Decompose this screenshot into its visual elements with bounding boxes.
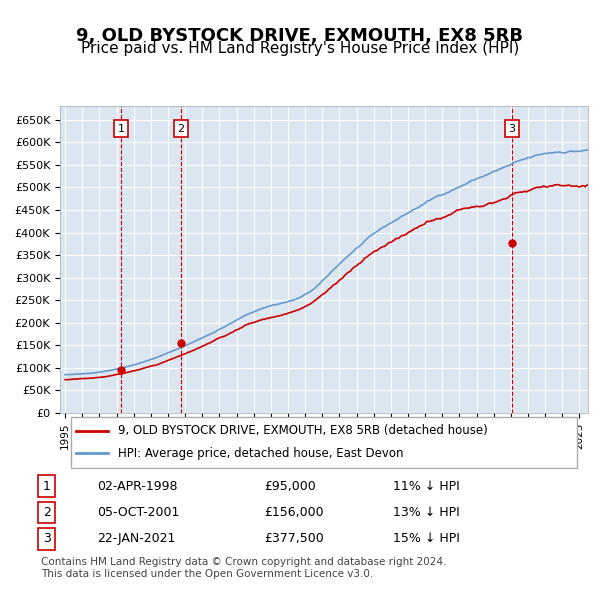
Text: 1: 1 bbox=[118, 124, 124, 134]
Text: Contains HM Land Registry data © Crown copyright and database right 2024.
This d: Contains HM Land Registry data © Crown c… bbox=[41, 557, 446, 579]
Text: HPI: Average price, detached house, East Devon: HPI: Average price, detached house, East… bbox=[118, 447, 404, 460]
Text: 22-JAN-2021: 22-JAN-2021 bbox=[97, 532, 175, 545]
Text: 13% ↓ HPI: 13% ↓ HPI bbox=[392, 506, 460, 519]
Text: 9, OLD BYSTOCK DRIVE, EXMOUTH, EX8 5RB: 9, OLD BYSTOCK DRIVE, EXMOUTH, EX8 5RB bbox=[77, 27, 523, 45]
Text: 11% ↓ HPI: 11% ↓ HPI bbox=[392, 480, 460, 493]
Text: 2: 2 bbox=[43, 506, 50, 519]
Text: Price paid vs. HM Land Registry's House Price Index (HPI): Price paid vs. HM Land Registry's House … bbox=[81, 41, 519, 56]
Text: 9, OLD BYSTOCK DRIVE, EXMOUTH, EX8 5RB (detached house): 9, OLD BYSTOCK DRIVE, EXMOUTH, EX8 5RB (… bbox=[118, 424, 488, 437]
Text: 3: 3 bbox=[508, 124, 515, 134]
Text: 02-APR-1998: 02-APR-1998 bbox=[97, 480, 178, 493]
Text: £156,000: £156,000 bbox=[265, 506, 324, 519]
Text: £377,500: £377,500 bbox=[265, 532, 324, 545]
Text: 2: 2 bbox=[178, 124, 185, 134]
FancyBboxPatch shape bbox=[71, 417, 577, 468]
Text: 05-OCT-2001: 05-OCT-2001 bbox=[97, 506, 179, 519]
Text: 1: 1 bbox=[43, 480, 50, 493]
Text: £95,000: £95,000 bbox=[265, 480, 316, 493]
Text: 3: 3 bbox=[43, 532, 50, 545]
Text: 15% ↓ HPI: 15% ↓ HPI bbox=[392, 532, 460, 545]
